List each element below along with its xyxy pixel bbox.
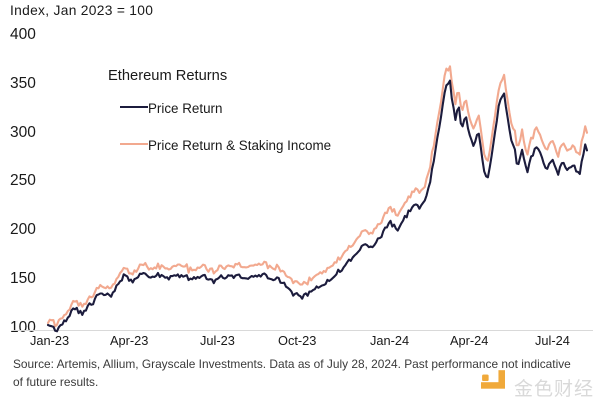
svg-text:金色财经: 金色财经 — [514, 378, 594, 400]
